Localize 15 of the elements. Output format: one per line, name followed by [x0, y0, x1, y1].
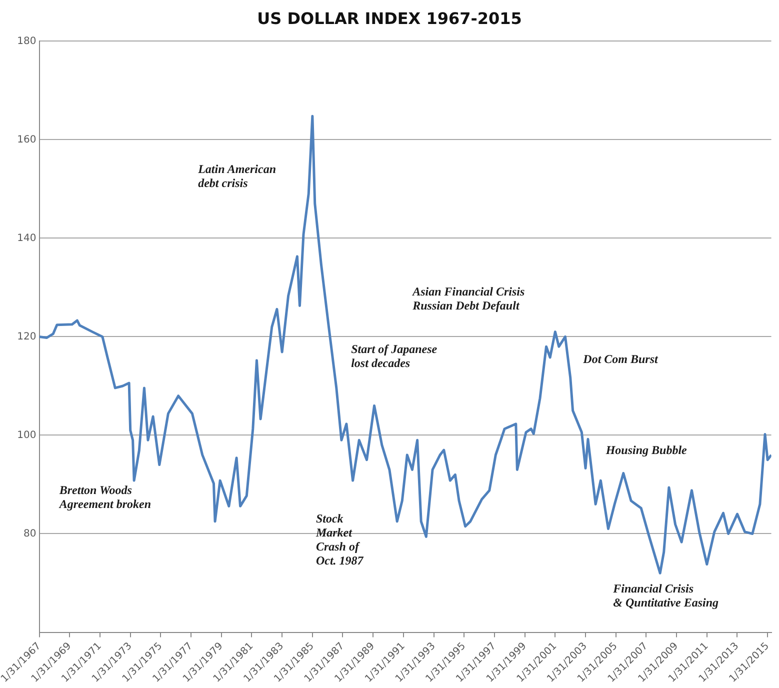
annotation: Start of Japanese lost decades [351, 342, 438, 370]
annotation: Asian Financial Crisis Russian Debt Default [412, 284, 525, 313]
y-tick-label: 100 [17, 430, 36, 441]
y-tick-label: 180 [17, 36, 36, 47]
y-tick-label: 140 [17, 232, 36, 244]
annotation: Stock Market Crash of Oct. 1987 [314, 512, 364, 568]
annotation: Latin American debt crisis [197, 162, 276, 190]
annotation: Housing Bubble [604, 442, 688, 457]
chart-title: US DOLLAR INDEX 1967-2015 [257, 8, 522, 28]
annotation: Financial Crisis & Quntitative Easing [612, 581, 719, 610]
y-tick-label: 120 [17, 331, 36, 342]
annotation: Bretton Woods Agreement broken [58, 483, 152, 512]
annotation: Dot Com Burst [582, 352, 659, 366]
y-tick-label: 160 [17, 134, 36, 146]
y-tick-label: 80 [24, 528, 36, 540]
